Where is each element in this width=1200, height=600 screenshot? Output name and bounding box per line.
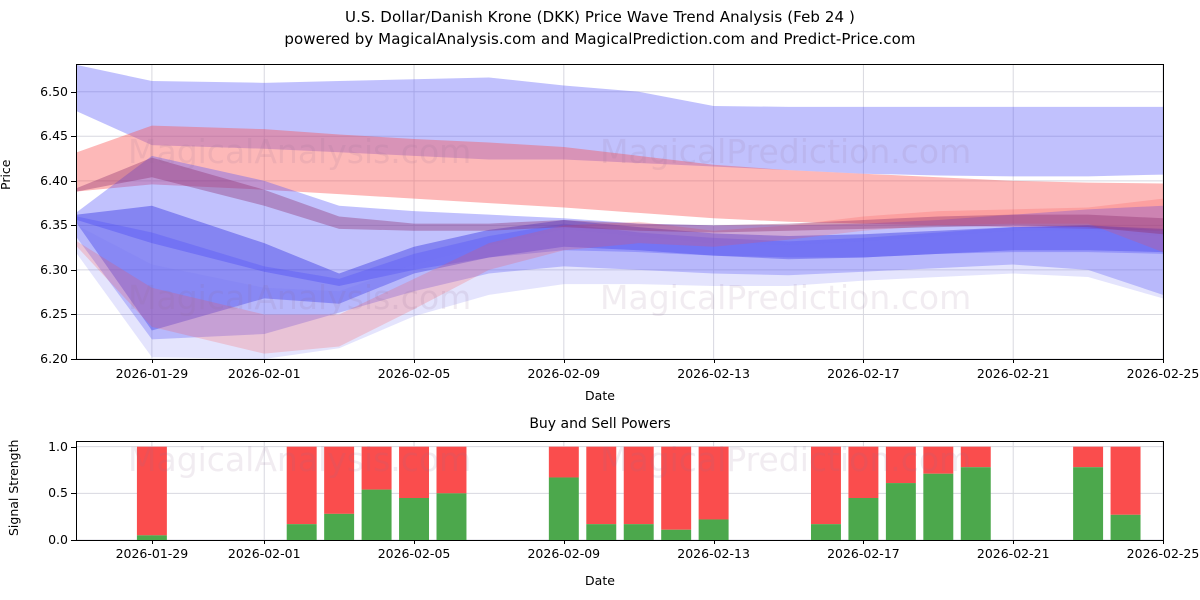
buy-power-bar-segment xyxy=(960,467,991,540)
price-x-tick-mark xyxy=(264,359,266,363)
signal-x-tick-mark xyxy=(151,540,153,544)
signal-x-tick-label: 2026-02-17 xyxy=(827,546,900,561)
buy-power-bar-segment xyxy=(698,519,729,540)
buy-power-bar-segment xyxy=(1073,467,1104,540)
sell-power-bar-segment xyxy=(1073,446,1104,468)
sell-power-bar-segment xyxy=(586,446,617,525)
signal-x-tick-label: 2026-02-13 xyxy=(677,546,750,561)
signal-y-tick-label: 0.0 xyxy=(48,532,68,547)
signal-x-tick-label: 2026-02-25 xyxy=(1126,546,1200,561)
signal-x-tick-label: 2026-02-05 xyxy=(377,546,451,561)
signal-x-tick-label: 2026-02-09 xyxy=(527,546,601,561)
sell-power-bar-segment xyxy=(810,446,841,525)
sell-power-bar-segment xyxy=(1110,446,1141,515)
signal-y-tick-label: 0.5 xyxy=(48,485,68,501)
signal-x-tick-mark xyxy=(1163,540,1164,544)
buy-power-bar-segment xyxy=(885,483,916,540)
sell-power-bar-segment xyxy=(436,446,467,494)
signal-x-tick-label: 2026-01-29 xyxy=(115,546,189,561)
signal-plot-area xyxy=(76,441,1164,541)
price-x-tick-label: 2026-02-05 xyxy=(377,366,451,381)
signal-x-tick-label: 2026-02-21 xyxy=(976,546,1050,561)
sell-power-bar-segment xyxy=(548,446,579,478)
sell-power-bar-segment xyxy=(361,446,392,490)
price-y-tick-mark xyxy=(71,269,76,271)
signal-axis-x-label: Date xyxy=(585,573,615,588)
sell-power-bar-segment xyxy=(324,446,355,514)
price-x-tick-label: 2026-02-25 xyxy=(1126,366,1200,381)
signal-x-tick-mark xyxy=(1013,540,1015,544)
price-y-tick-mark xyxy=(71,91,76,93)
price-x-tick-label: 2026-02-21 xyxy=(976,366,1050,381)
price-y-tick-label: 6.20 xyxy=(40,351,68,366)
signal-x-tick-mark xyxy=(264,540,266,544)
price-y-tick-mark xyxy=(71,314,76,316)
price-x-tick-label: 2026-02-01 xyxy=(227,366,301,381)
signal-y-tick-mark xyxy=(71,540,76,541)
signal-y-tick-mark xyxy=(71,446,76,448)
price-x-tick-label: 2026-02-13 xyxy=(677,366,750,381)
sell-power-bar-segment xyxy=(136,446,167,536)
price-x-tick-mark xyxy=(713,359,715,363)
signal-x-tick-mark xyxy=(414,540,416,544)
price-x-tick-label: 2026-02-09 xyxy=(527,366,601,381)
buy-power-bar-segment xyxy=(436,493,467,540)
sell-power-bar-segment xyxy=(661,446,692,530)
price-y-tick-label: 6.35 xyxy=(40,217,68,233)
price-x-tick-mark xyxy=(414,359,416,363)
price-x-tick-mark xyxy=(151,359,153,363)
buy-power-bar-segment xyxy=(661,529,692,540)
sell-power-bar-segment xyxy=(923,446,954,474)
buy-power-bar-segment xyxy=(586,524,617,540)
chart-title-block: U.S. Dollar/Danish Krone (DKK) Price Wav… xyxy=(0,6,1200,50)
buy-power-bar-segment xyxy=(1110,514,1141,540)
price-x-tick-mark xyxy=(863,359,865,363)
signal-chart-title: Buy and Sell Powers xyxy=(529,416,671,432)
sell-power-bar-segment xyxy=(848,446,879,498)
buy-power-bar-segment xyxy=(548,477,579,540)
signal-x-tick-mark xyxy=(563,540,565,544)
price-x-tick-mark xyxy=(563,359,565,363)
buy-sell-bars-svg xyxy=(77,442,1163,540)
price-x-tick-mark xyxy=(1163,359,1164,363)
price-x-tick-label: 2026-02-17 xyxy=(827,366,900,381)
buy-power-bar-segment xyxy=(286,524,317,540)
buy-power-bar-segment xyxy=(848,498,879,540)
signal-x-tick-mark xyxy=(713,540,715,544)
buy-power-bar-segment xyxy=(923,473,954,540)
price-y-tick-label: 6.25 xyxy=(40,306,68,322)
price-x-tick-mark xyxy=(1013,359,1015,363)
buy-power-bar-segment xyxy=(623,524,654,540)
price-axis-x-label: Date xyxy=(585,388,615,403)
price-y-tick-mark xyxy=(71,225,76,227)
signal-x-tick-label: 2026-02-01 xyxy=(227,546,301,561)
sell-power-bar-segment xyxy=(885,446,916,484)
sell-power-bar-segment xyxy=(399,446,430,498)
price-wave-svg xyxy=(77,65,1163,359)
price-y-tick-mark xyxy=(71,180,76,182)
chart-title-line-1: U.S. Dollar/Danish Krone (DKK) Price Wav… xyxy=(344,8,855,26)
buy-power-bar-segment xyxy=(324,513,355,540)
price-y-tick-mark xyxy=(71,359,76,360)
signal-y-tick-mark xyxy=(71,493,76,495)
sell-power-bar-segment xyxy=(698,446,729,520)
signal-x-tick-mark xyxy=(863,540,865,544)
price-y-tick-label: 6.45 xyxy=(40,128,68,144)
buy-power-bar-segment xyxy=(136,535,167,540)
buy-power-bar-segment xyxy=(399,498,430,540)
price-x-tick-label: 2026-01-29 xyxy=(115,366,189,381)
signal-y-tick-label: 1.0 xyxy=(48,438,68,454)
sell-power-bar-segment xyxy=(623,446,654,525)
price-y-tick-label: 6.30 xyxy=(40,261,68,277)
chart-title-line-2: powered by MagicalAnalysis.com and Magic… xyxy=(284,30,916,48)
price-y-tick-label: 6.40 xyxy=(40,172,68,188)
price-plot-area xyxy=(76,64,1164,360)
price-y-tick-label: 6.50 xyxy=(40,83,68,99)
buy-power-bar-segment xyxy=(810,524,841,540)
sell-power-bar-segment xyxy=(286,446,317,525)
price-y-tick-mark xyxy=(71,136,76,138)
buy-power-bar-segment xyxy=(361,489,392,540)
sell-power-bar-segment xyxy=(960,446,991,468)
